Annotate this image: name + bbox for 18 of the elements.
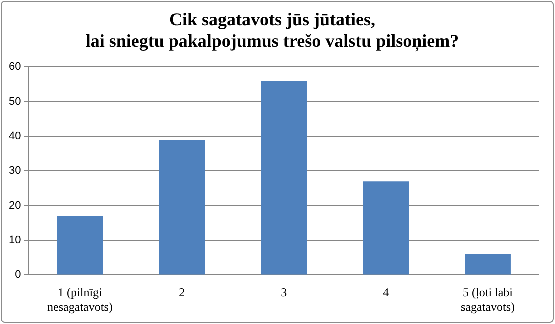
x-tick-label: 4 [383, 286, 390, 300]
bar [465, 254, 511, 275]
y-tick-label: 20 [8, 200, 22, 212]
y-tick-label: 0 [15, 269, 22, 282]
bar [261, 81, 308, 275]
x-tick-label: 5 (ļoti labi sagatavots) [461, 286, 516, 314]
x-tick-label: 3 [281, 286, 288, 300]
chart-title: Cik sagatavots jūs jūtaties, lai sniegtu pakalpojumus trešo valstu pilsoņiem? [86, 9, 460, 52]
bar [363, 182, 410, 275]
y-tick-label: 60 [8, 61, 22, 74]
bar [159, 140, 206, 275]
x-tick-label: 2 [179, 286, 186, 300]
bar [57, 216, 104, 275]
y-tick-label: 10 [8, 234, 22, 247]
y-tick-label: 30 [8, 165, 22, 178]
x-tick-label: 1 (pilnīgi nesagatavots) [48, 286, 113, 314]
y-tick-label: 50 [8, 96, 22, 108]
y-tick-label: 40 [8, 130, 22, 143]
